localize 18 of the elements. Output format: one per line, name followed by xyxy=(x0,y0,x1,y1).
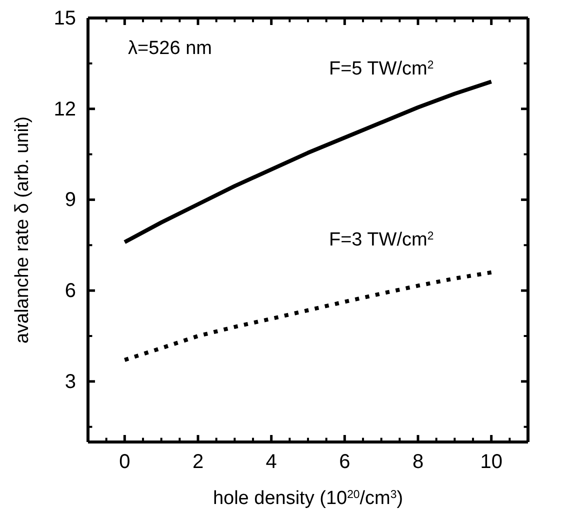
y-axis-title: avalanche rate δ (arb. unit) xyxy=(12,116,33,344)
y-tick-label: 3 xyxy=(64,370,76,393)
x-tick-label: 10 xyxy=(480,451,502,474)
x-tick-label: 8 xyxy=(412,451,424,474)
y-tick-label: 6 xyxy=(64,280,76,302)
series-label: F=3 TW/cm$^{2}$ xyxy=(328,230,434,251)
line-series xyxy=(122,80,494,244)
series-label: F=5 TW/cm$^{2}$ xyxy=(328,58,434,80)
annotation: λ=526 nm xyxy=(128,38,212,59)
line-series xyxy=(122,270,494,362)
x-tick-label: 6 xyxy=(339,451,350,474)
x-tick-label: 2 xyxy=(192,451,204,474)
y-tick-label: 15 xyxy=(54,7,76,30)
y-tick-label: 12 xyxy=(54,98,76,120)
x-tick-label: 4 xyxy=(266,451,277,474)
y-tick-label: 9 xyxy=(64,189,76,212)
x-tick-label: 0 xyxy=(119,451,130,474)
x-axis-title: hole density (10$^{20}$/cm$^{3}$) xyxy=(212,488,404,509)
